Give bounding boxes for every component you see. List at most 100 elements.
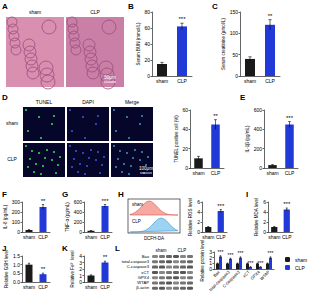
svg-text:Bax: Bax [142,254,150,259]
svg-text:GPX4: GPX4 [138,275,150,280]
svg-text:H: H [118,190,124,199]
svg-text:sham: sham [244,78,256,84]
svg-text:4: 4 [263,209,266,215]
svg-text:sham: sham [156,78,168,84]
svg-text:Serum creatinine (μmol/L): Serum creatinine (μmol/L) [221,18,226,70]
svg-text:100: 100 [230,30,239,36]
svg-text:sham: sham [295,257,307,263]
svg-text:β-actin: β-actin [136,285,149,290]
svg-text:C: C [212,2,218,11]
svg-text:0: 0 [79,229,82,235]
svg-text:sham: sham [202,234,214,240]
svg-text:6: 6 [197,199,200,205]
svg-text:CLP: CLP [285,170,295,176]
svg-text:Serum BUN (mmol/L): Serum BUN (mmol/L) [136,22,141,66]
svg-text:**: ** [41,198,46,204]
svg-text:I: I [246,190,248,199]
svg-text:0.5: 0.5 [13,270,20,276]
svg-text:CLP: CLP [177,78,187,84]
svg-text:***: *** [228,252,234,258]
svg-text:sham: sham [29,9,41,15]
svg-text:WTAP: WTAP [259,269,271,281]
svg-text:CLP: CLP [211,170,221,176]
svg-text:200: 200 [254,146,263,152]
svg-text:***: *** [101,198,109,204]
svg-text:Relative MDA level: Relative MDA level [254,198,259,236]
svg-text:400: 400 [74,209,83,215]
svg-text:2: 2 [79,266,82,272]
svg-text:100μm: 100μm [139,166,153,171]
svg-text:60: 60 [144,25,150,31]
svg-text:400: 400 [254,126,263,132]
svg-text:total-caspase3: total-caspase3 [122,259,150,264]
svg-text:IL-1β (pg/mL): IL-1β (pg/mL) [245,125,250,153]
svg-text:Relative ROS level: Relative ROS level [188,198,193,236]
svg-text:sham: sham [155,248,166,253]
svg-text:sham: sham [266,170,278,176]
svg-text:150: 150 [230,9,239,15]
svg-text:50μm: 50μm [104,75,116,80]
svg-text:***: *** [268,250,274,256]
svg-text:**: ** [268,13,273,19]
svg-text:**: ** [103,254,108,260]
svg-text:DCFH-DA: DCFH-DA [144,236,164,241]
svg-text:CLP: CLP [7,156,17,162]
svg-text:2: 2 [197,219,200,225]
svg-text:4: 4 [197,209,200,215]
svg-text:0: 0 [79,279,82,285]
svg-text:200: 200 [74,219,83,225]
svg-text:***: *** [238,250,244,256]
svg-text:CLP: CLP [132,219,141,224]
svg-text:***: *** [218,249,224,255]
svg-text:B: B [128,2,134,11]
svg-text:Relative Fe²⁺ level: Relative Fe²⁺ level [70,251,75,288]
svg-text:0: 0 [17,229,20,235]
svg-text:1.5: 1.5 [13,253,20,259]
svg-text:***: *** [217,203,225,209]
svg-text:20: 20 [144,57,150,63]
svg-text:***: *** [286,115,294,121]
svg-text:60: 60 [182,107,188,113]
svg-text:G: G [62,190,68,199]
svg-text:A: A [2,2,8,11]
svg-text:D: D [2,93,8,102]
svg-text:**: ** [213,113,218,119]
svg-text:CLP: CLP [178,248,187,253]
svg-text:40: 40 [182,126,188,132]
svg-text:1.0: 1.0 [13,262,20,268]
svg-text:Merge: Merge [125,99,139,105]
svg-text:0: 0 [235,73,238,79]
svg-text:CLP: CLP [90,9,100,15]
svg-text:CLP: CLP [100,284,110,290]
svg-text:3: 3 [209,249,212,255]
svg-text:sham: sham [6,120,18,126]
svg-text:0: 0 [197,229,200,235]
svg-text:3: 3 [79,260,82,266]
svg-text:sham: sham [85,234,97,240]
svg-text:0.0: 0.0 [13,279,20,285]
svg-text:6: 6 [263,199,266,205]
svg-text:600: 600 [254,107,263,113]
svg-text:1: 1 [209,260,212,266]
svg-text:4: 4 [79,253,82,259]
svg-text:20: 20 [182,146,188,152]
svg-text:TUNEL: TUNEL [36,99,53,105]
svg-text:sham: sham [85,284,97,290]
svg-text:***: *** [258,260,264,266]
svg-text:80: 80 [144,9,150,15]
svg-text:sham: sham [192,170,204,176]
svg-text:CLP: CLP [38,234,48,240]
svg-text:2: 2 [263,219,266,225]
svg-text:***: *** [178,16,186,22]
svg-text:WTAP: WTAP [137,280,149,285]
svg-text:TUNEL positive cell (%): TUNEL positive cell (%) [174,115,179,163]
svg-text:0: 0 [185,165,188,171]
svg-text:sham: sham [268,234,280,240]
svg-text:CLP: CLP [282,234,292,240]
svg-text:K: K [62,244,68,253]
svg-text:40: 40 [144,41,150,47]
svg-text:0: 0 [259,165,262,171]
svg-text:0: 0 [263,229,266,235]
svg-text:***: *** [248,260,254,266]
svg-text:***: *** [283,201,291,207]
